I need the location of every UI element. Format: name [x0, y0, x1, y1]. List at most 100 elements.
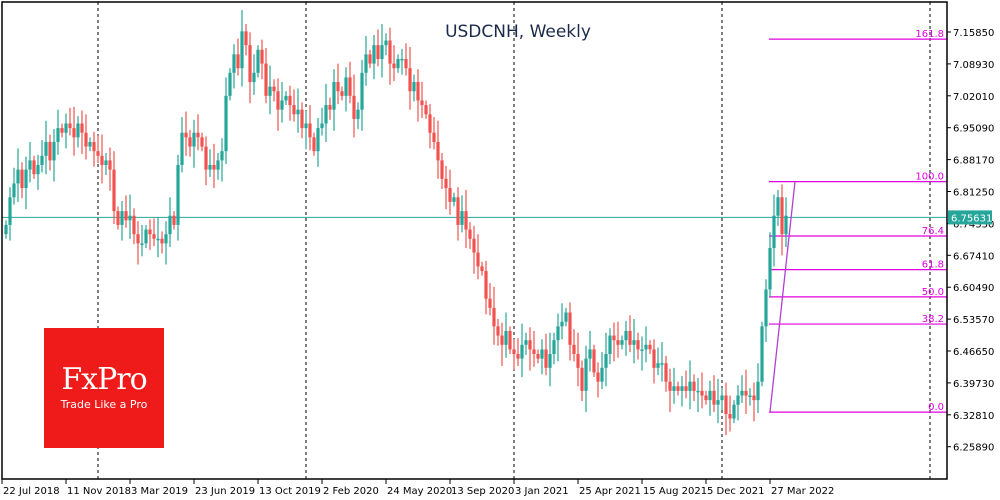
candle	[60, 128, 64, 133]
candle	[404, 58, 408, 69]
candle	[336, 82, 340, 92]
candle	[524, 340, 528, 345]
candle	[496, 326, 500, 336]
price-tick-label: 6.46650	[953, 347, 994, 358]
candle	[232, 54, 236, 73]
candle	[40, 155, 44, 165]
fibonacci-retracement[interactable]: 161.8 100.0 76.4 61.8 50.0 38.2 0.0	[769, 29, 947, 413]
candle	[780, 197, 784, 235]
candle	[724, 395, 728, 414]
candle	[468, 229, 472, 239]
candle	[292, 105, 296, 115]
candle	[52, 141, 56, 161]
candle	[484, 271, 488, 299]
candle	[392, 63, 396, 69]
candle	[132, 215, 136, 235]
candle	[92, 141, 96, 152]
candle	[516, 354, 520, 359]
candle	[28, 160, 32, 170]
candle	[712, 390, 716, 405]
candle	[332, 82, 336, 110]
candle	[552, 340, 556, 355]
candle	[512, 349, 516, 355]
candle	[612, 335, 616, 341]
candle	[24, 169, 28, 189]
candle	[460, 211, 464, 225]
candle	[784, 215, 788, 235]
candle	[304, 123, 308, 129]
fib-trendline[interactable]	[769, 181, 796, 413]
date-tick-label: 3 Mar 2019	[131, 486, 188, 497]
candle	[324, 105, 328, 124]
candle	[472, 238, 476, 253]
candle	[432, 132, 436, 142]
candle	[764, 289, 768, 327]
candle	[288, 95, 292, 106]
candle	[352, 95, 356, 119]
candle	[388, 40, 392, 64]
candle	[348, 77, 352, 96]
candle	[684, 386, 688, 391]
candle	[240, 31, 244, 69]
candle	[212, 164, 216, 170]
candle	[704, 395, 708, 401]
candle	[452, 197, 456, 202]
candle	[96, 151, 100, 156]
candle	[296, 109, 300, 115]
candle	[252, 72, 256, 83]
candle	[436, 141, 440, 161]
candle	[456, 197, 460, 225]
chart-title: USDCNH, Weekly	[445, 22, 591, 42]
candle	[192, 132, 196, 147]
candle	[360, 72, 364, 110]
current-price-label: 6.75631	[951, 213, 992, 224]
candle	[520, 344, 524, 359]
logo-tagline: Trade Like a Pro	[60, 398, 148, 411]
candle	[700, 390, 704, 396]
plot-frame	[1, 1, 948, 480]
candle	[376, 45, 380, 59]
candle	[372, 45, 376, 64]
candle	[36, 164, 40, 175]
time-axis[interactable]: 22 Jul 2018 11 Nov 2018 3 Mar 2019 23 Jun 2…	[1, 479, 834, 497]
candle	[564, 312, 568, 322]
candle	[532, 349, 536, 355]
candle	[172, 215, 176, 225]
price-tick-label: 6.39730	[953, 379, 994, 390]
candle	[672, 386, 676, 391]
price-tick-label: 6.67410	[953, 251, 994, 262]
fib-level-label: 61.8	[922, 260, 944, 271]
candle	[12, 183, 16, 198]
price-tick-label: 7.08930	[953, 60, 994, 71]
price-tick-label: 6.88170	[953, 156, 994, 167]
price-axis[interactable]: 7.15850 7.08930 7.02010 6.95090 6.88170 6.812…	[947, 28, 994, 454]
candle	[80, 123, 84, 133]
date-tick-label: 11 Nov 2018	[67, 486, 131, 497]
candle	[72, 128, 76, 138]
candle	[48, 141, 52, 161]
candle	[176, 164, 180, 225]
candle	[400, 58, 404, 61]
candle	[420, 100, 424, 106]
candle	[540, 349, 544, 359]
candle	[760, 326, 764, 382]
candle	[752, 395, 756, 401]
candle	[204, 146, 208, 170]
candle	[648, 344, 652, 350]
candle	[196, 132, 200, 138]
candle	[644, 344, 648, 350]
candle	[264, 63, 268, 96]
candle	[584, 358, 588, 391]
candle	[280, 100, 284, 110]
candle	[628, 330, 632, 345]
candle	[260, 49, 264, 64]
candle	[84, 132, 88, 147]
candle	[220, 151, 224, 161]
candle	[56, 128, 60, 142]
fib-level-label: 50.0	[922, 287, 944, 298]
candle	[244, 31, 248, 46]
candle	[624, 330, 628, 341]
candle	[320, 123, 324, 129]
candle	[300, 109, 304, 129]
